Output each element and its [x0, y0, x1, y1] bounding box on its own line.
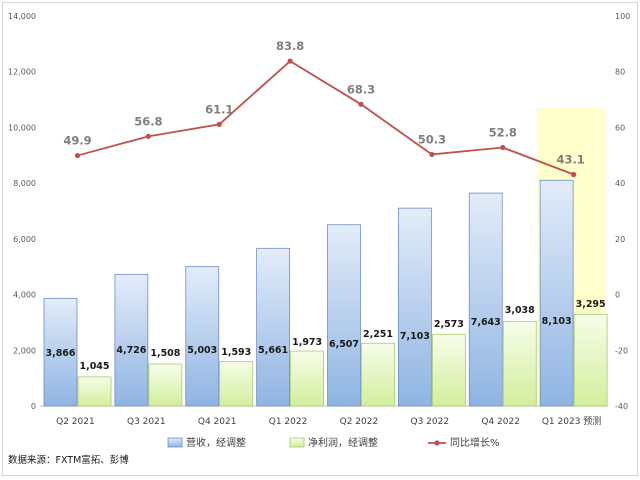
growth-point [571, 171, 577, 178]
x-category-label: Q1 2023 预测 [542, 416, 601, 427]
revenue-bar [114, 273, 149, 407]
legend-revenue-label: 营收，经调整 [186, 436, 246, 449]
revenue-bar [397, 207, 432, 407]
y-left-tick-label: 12,000 [8, 68, 36, 77]
profit-value-label: 2,573 [434, 319, 464, 330]
y-left-tick-label: 6,000 [13, 235, 36, 244]
growth-value-label: 52.8 [489, 125, 517, 139]
y-right-tick-label: 20 [615, 235, 625, 244]
profit-value-label: 1,508 [150, 348, 180, 359]
x-category-label: Q4 2022 [481, 417, 520, 427]
growth-point [358, 101, 364, 107]
growth-value-label: 56.8 [134, 114, 162, 128]
revenue-value-label: 6,507 [329, 339, 359, 350]
source-note: 数据来源：FXTM富拓、彭博 [8, 455, 129, 466]
growth-point [429, 151, 435, 158]
profit-bar [148, 363, 183, 407]
y-left-tick-label: 10,000 [8, 123, 36, 132]
revenue-bar [468, 192, 503, 407]
revenue-bar [43, 297, 78, 407]
y-right-tick-label: -40 [615, 402, 628, 411]
profit-bar [502, 320, 537, 407]
growth-value-label: 49.9 [63, 134, 91, 148]
growth-value-label: 83.8 [276, 39, 304, 53]
x-category-label: Q2 2021 [56, 417, 95, 427]
profit-value-label: 1,973 [292, 337, 322, 348]
growth-point [74, 152, 81, 159]
profit-bar [290, 350, 325, 407]
profit-bar [431, 333, 466, 407]
legend-profit-label: 净利润，经调整 [308, 436, 378, 449]
profit-bar [573, 313, 608, 407]
y-left-tick-label: 0 [31, 402, 36, 411]
y-right-tick-label: 80 [615, 68, 625, 77]
growth-point [287, 58, 293, 64]
growth-value-label: 43.1 [556, 153, 584, 167]
growth-line [77, 60, 574, 176]
legend-profit-swatch [289, 437, 305, 448]
x-category-label: Q3 2022 [411, 417, 450, 427]
profit-value-label: 2,251 [363, 329, 393, 340]
growth-point [216, 121, 222, 127]
revenue-bar [539, 179, 574, 407]
legend-growth-swatch-dot [434, 440, 440, 446]
y-right-tick-label: 40 [615, 179, 625, 188]
revenue-value-label: 7,103 [400, 331, 430, 342]
growth-value-label: 50.3 [418, 132, 446, 146]
x-category-label: Q3 2021 [127, 417, 166, 427]
y-left-tick-label: 8,000 [13, 179, 36, 188]
revenue-bar [256, 247, 291, 407]
revenue-value-label: 5,661 [258, 345, 288, 356]
growth-value-label: 68.3 [347, 82, 375, 96]
revenue-value-label: 5,003 [187, 345, 217, 356]
revenue-value-label: 3,866 [45, 348, 75, 359]
profit-value-label: 1,045 [79, 361, 109, 372]
revenue-value-label: 8,103 [542, 316, 572, 327]
y-left-tick-label: 14,000 [8, 12, 36, 21]
profit-bar [77, 376, 112, 407]
y-right-tick-label: 60 [615, 123, 625, 132]
profit-value-label: 1,593 [221, 347, 251, 358]
revenue-value-label: 4,726 [116, 345, 146, 356]
y-right-tick-label: 0 [615, 291, 620, 300]
legend-growth-label: 同比增长% [450, 436, 500, 449]
profit-value-label: 3,295 [576, 299, 606, 310]
y-left-tick-label: 2,000 [13, 346, 36, 355]
profit-bar [219, 361, 254, 407]
growth-point [145, 133, 151, 139]
revenue-bar [327, 224, 361, 407]
y-right-tick-label: -20 [615, 346, 628, 355]
profit-value-label: 3,038 [505, 305, 535, 316]
y-right-tick-label: 100 [615, 12, 630, 21]
y-left-tick-label: 4,000 [13, 291, 36, 300]
growth-value-label: 61.1 [205, 102, 233, 116]
x-category-label: Q2 2022 [340, 417, 379, 427]
revenue-bar [185, 266, 220, 407]
x-category-label: Q4 2021 [198, 417, 237, 427]
growth-point [500, 144, 506, 151]
x-category-label: Q1 2022 [269, 417, 308, 427]
profit-bar [361, 342, 395, 407]
revenue-value-label: 7,643 [471, 317, 501, 328]
legend-revenue-swatch [167, 437, 183, 448]
